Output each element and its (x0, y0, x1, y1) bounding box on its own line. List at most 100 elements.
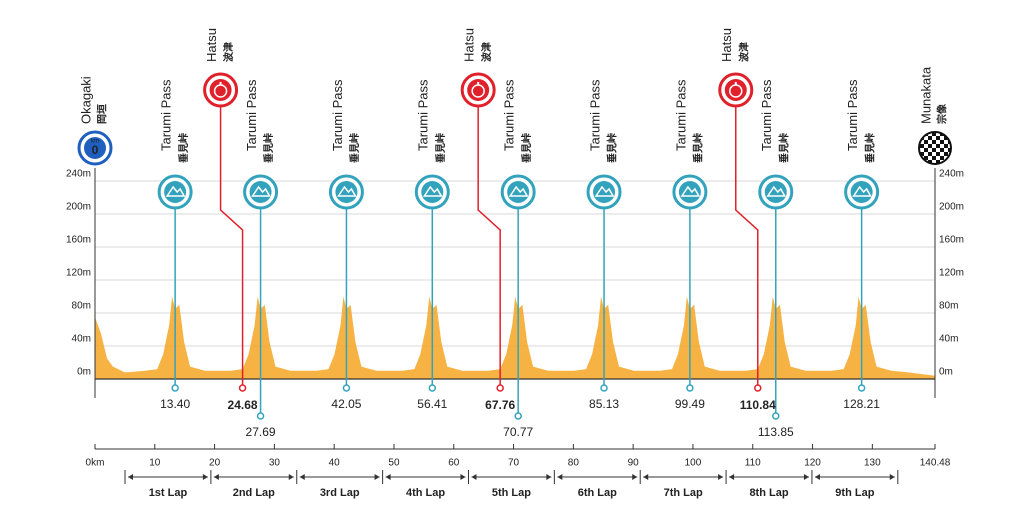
y2-tick-label: 0m (939, 367, 953, 378)
kom-icon-inner (764, 181, 787, 203)
x-tick-label: 50 (388, 458, 400, 469)
kom-name-ja: 垂見峠 (177, 133, 190, 163)
kom-name-ja: 垂見峠 (863, 133, 876, 163)
y-tick-label: 160m (66, 235, 91, 246)
lap-label: 5th Lap (492, 487, 531, 499)
kom-icon-inner (850, 181, 873, 203)
lap-label: 7th Lap (664, 487, 703, 499)
start-name: Okagaki (78, 76, 93, 124)
kom-glyph (337, 185, 357, 197)
sprint-icon-inner (209, 79, 232, 101)
kom-km-label: 70.77 (503, 425, 533, 439)
sprint-name-ja: 波津 (737, 42, 750, 62)
kom-glyph (680, 185, 701, 197)
y2-tick-label: 240m (939, 169, 964, 180)
x-tick-label: 110 (745, 458, 761, 469)
kom-name: Tarumi Pass (673, 79, 688, 151)
kom-name: Tarumi Pass (244, 79, 259, 151)
kom-glyph (594, 185, 615, 197)
kom-icon-inner (164, 181, 187, 203)
y2-tick-label: 120m (939, 268, 964, 279)
y2-tick-label: 80m (939, 301, 958, 312)
sprint-km-label: 24.68 (228, 398, 258, 412)
kom-name: Tarumi Pass (502, 79, 517, 151)
kom-name-ja: 垂見峠 (348, 133, 361, 163)
kom-km-label: 42.05 (331, 397, 361, 411)
kom-name: Tarumi Pass (416, 79, 431, 151)
x-tick-label: 70 (508, 458, 520, 469)
lap-label: 8th Lap (749, 487, 788, 499)
y-tick-label: 200m (66, 202, 91, 213)
kom-name-ja: 垂見峠 (606, 133, 619, 163)
kom-point (342, 384, 351, 392)
sprint-icon-inner (467, 79, 490, 101)
finish-name: Munakata (918, 66, 933, 124)
lap-label: 2nd Lap (233, 487, 275, 499)
x-tick-label: 90 (628, 458, 640, 469)
kom-point (256, 412, 265, 420)
kom-name-ja: 垂見峠 (692, 133, 705, 163)
kom-name: Tarumi Pass (759, 79, 774, 151)
kom-name-ja: 垂見峠 (777, 133, 790, 163)
y-tick-label: 240m (66, 169, 91, 180)
kom-icon-inner (249, 181, 272, 203)
lap-label: 4th Lap (406, 487, 445, 499)
kom-glyph (165, 185, 186, 197)
kom-km-label: 128.21 (843, 397, 880, 411)
sprint-km-label: 67.76 (485, 398, 515, 412)
kom-glyph (508, 185, 529, 197)
kom-glyph (422, 185, 443, 197)
sprint-name-ja: 波津 (222, 42, 235, 62)
kom-point (171, 384, 179, 392)
x-tick-label: 30 (269, 458, 281, 469)
sprint-name: Hatsu (462, 28, 477, 62)
kom-point (428, 384, 437, 392)
kom-km-label: 99.49 (675, 397, 705, 411)
kom-name: Tarumi Pass (159, 79, 174, 151)
start-icon-inner (84, 137, 106, 159)
x-tick-label: 20 (209, 458, 221, 469)
sprint-km-label: 110.84 (740, 398, 776, 412)
kom-km-label: 113.85 (758, 425, 794, 439)
sprint-icon-inner (724, 79, 747, 101)
sprint-point (238, 384, 247, 392)
sprint-line (219, 106, 244, 388)
sprint-name: Hatsu (719, 28, 734, 62)
sprint-point (496, 384, 504, 392)
kom-name-ja: 垂見峠 (520, 133, 533, 163)
kom-glyph (766, 185, 787, 197)
kom-point (514, 412, 522, 420)
kom-name-ja: 垂見峠 (434, 133, 447, 163)
y2-tick-label: 200m (939, 202, 964, 213)
start-unit: km (91, 139, 99, 145)
sprint-point (754, 384, 762, 392)
kom-point (600, 384, 608, 392)
x-tick-label: 100 (685, 458, 702, 469)
finish-name-ja: 宗像 (936, 103, 949, 124)
x-tick-label: 0km (86, 458, 105, 469)
x-tick-label: 10 (149, 458, 161, 469)
kom-km-label: 85.13 (589, 397, 619, 411)
kom-icon-inner (335, 181, 358, 203)
y-tick-label: 0m (77, 367, 91, 378)
kom-km-label: 13.40 (160, 397, 190, 411)
kom-km-label: 56.41 (417, 397, 447, 411)
sprint-name-ja: 波津 (480, 42, 493, 62)
kom-point (772, 412, 780, 420)
kom-km-label: 27.69 (246, 425, 276, 439)
kom-glyph (251, 185, 271, 197)
lap-label: 9th Lap (835, 487, 874, 499)
y-tick-label: 80m (72, 301, 91, 312)
x-tick-label: 60 (448, 458, 460, 469)
start-name-ja: 岡垣 (96, 104, 109, 124)
kom-glyph (852, 185, 872, 197)
lap-label: 3rd Lap (320, 487, 360, 499)
finish-icon (918, 131, 952, 165)
y-tick-label: 40m (72, 334, 91, 345)
x-tick-label: 80 (568, 458, 580, 469)
x-tick-label: 120 (804, 458, 821, 469)
y-tick-label: 120m (66, 268, 91, 279)
lap-label: 6th Lap (578, 487, 617, 499)
x-tick-label: 140.48 (920, 458, 951, 469)
